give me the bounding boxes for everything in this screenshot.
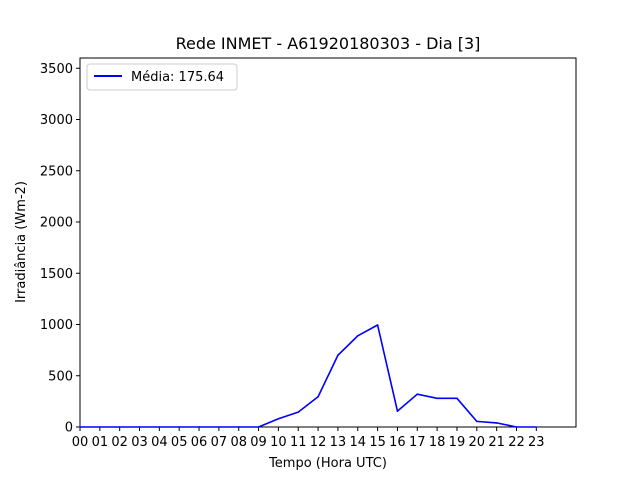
- x-tick-label-3: 03: [131, 435, 148, 450]
- x-tick-label-9: 09: [250, 435, 267, 450]
- legend: Média: 175.64: [86, 63, 238, 91]
- x-tick-label-22: 22: [508, 435, 525, 450]
- data-point-0-6: [198, 426, 200, 428]
- data-point-0-16: [396, 410, 399, 412]
- chart-title: Rede INMET - A61920180303 - Dia [3]: [176, 34, 481, 53]
- x-axis-label: Tempo (Hora UTC): [268, 456, 387, 471]
- x-tick-label-20: 20: [469, 435, 486, 450]
- x-tick-label-2: 02: [111, 435, 128, 450]
- data-point-0-22: [515, 426, 518, 428]
- data-point-0-9: [257, 426, 260, 428]
- legend-box: [86, 63, 238, 91]
- data-point-0-21: [495, 422, 498, 424]
- y-axis-label: Irradiância (Wm-2): [14, 181, 29, 303]
- x-axis: 00 01 02 03 04 05 06 07 08 09 10 11 12 13 14 15 16 17 18 19…: [72, 427, 545, 450]
- data-point-0-18: [436, 397, 438, 400]
- y-tick-label-0: 0: [65, 421, 73, 436]
- data-point-0-0: [79, 426, 81, 428]
- x-tick-label-1: 01: [92, 435, 109, 450]
- plot-frame: [79, 57, 577, 428]
- y-tick-label-7: 3500: [40, 62, 73, 77]
- data-point-0-13: [337, 354, 339, 357]
- x-tick-label-0: 00: [72, 435, 89, 450]
- y-axis: 0 500 1000 1500 2000 2500 3000 3500: [40, 62, 80, 436]
- x-tick-label-15: 15: [369, 435, 386, 450]
- data-point-0-2: [118, 426, 121, 428]
- data-point-0-20: [476, 420, 478, 423]
- x-tick-label-18: 18: [429, 435, 446, 450]
- data-point-0-17: [416, 393, 419, 396]
- x-tick-label-14: 14: [349, 435, 366, 450]
- legend-label: Média: 175.64: [131, 70, 224, 85]
- series-layer: [79, 324, 538, 428]
- series-line-0: [80, 324, 537, 428]
- x-tick-label-12: 12: [310, 435, 327, 450]
- data-point-0-14: [356, 334, 359, 337]
- x-tick-label-11: 11: [290, 435, 307, 450]
- x-tick-label-13: 13: [330, 435, 347, 450]
- x-tick-label-23: 23: [528, 435, 545, 450]
- y-tick-label-6: 3000: [40, 113, 73, 128]
- y-tick-label-1: 500: [48, 369, 73, 384]
- x-tick-label-6: 06: [191, 435, 208, 450]
- data-point-0-10: [277, 418, 280, 420]
- data-point-0-4: [158, 426, 161, 428]
- data-point-0-8: [237, 426, 240, 428]
- data-point-0-12: [317, 395, 319, 398]
- x-tick-label-8: 08: [230, 435, 247, 450]
- y-tick-label-4: 2000: [40, 216, 73, 231]
- x-tick-label-17: 17: [409, 435, 426, 450]
- x-tick-label-21: 21: [488, 435, 505, 450]
- x-tick-label-10: 10: [270, 435, 287, 450]
- data-point-0-5: [178, 426, 180, 428]
- y-tick-label-2: 1000: [40, 318, 73, 333]
- data-point-0-15: [376, 324, 379, 326]
- x-tick-label-4: 04: [151, 435, 168, 450]
- x-tick-label-5: 05: [171, 435, 188, 450]
- y-tick-label-3: 1500: [40, 267, 73, 282]
- data-point-0-7: [218, 426, 220, 428]
- x-tick-label-19: 19: [449, 435, 466, 450]
- data-point-0-23: [535, 426, 538, 428]
- data-point-0-19: [456, 397, 458, 400]
- x-tick-label-16: 16: [389, 435, 406, 450]
- y-tick-label-5: 2500: [40, 164, 73, 179]
- data-point-0-11: [297, 411, 300, 413]
- data-point-0-1: [99, 426, 101, 428]
- x-tick-label-7: 07: [211, 435, 228, 450]
- data-point-0-3: [138, 426, 141, 428]
